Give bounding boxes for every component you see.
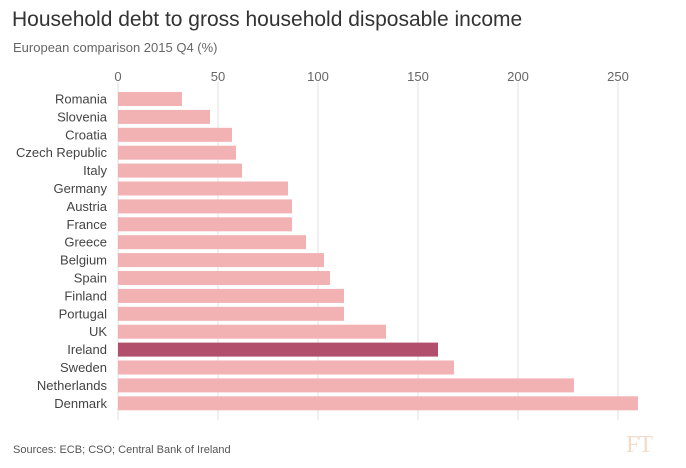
bar-spain [118,271,330,285]
category-label: Sweden [60,360,107,375]
bar-croatia [118,127,232,142]
bar-austria [118,199,292,214]
chart-subtitle: European comparison 2015 Q4 (%) [13,40,218,55]
category-label: Spain [74,271,107,286]
chart-title: Household debt to gross household dispos… [12,8,523,31]
bar-greece [118,235,306,250]
bar-finland [118,288,344,303]
x-tick-label: 250 [607,69,629,84]
category-label: Belgium [60,253,107,268]
category-label: Romania [55,92,108,107]
bar-italy [118,163,242,178]
x-tick-label: 0 [114,69,121,84]
x-tick-label: 200 [507,69,529,84]
bar-romania [118,92,182,106]
x-tick-label: 100 [307,69,329,84]
category-label: Portugal [59,306,108,321]
category-label: Finland [64,288,107,303]
bar-netherlands [118,378,574,393]
category-label: Slovenia [57,109,108,124]
x-tick-label: 150 [407,69,429,84]
ft-logo: FT [626,432,653,458]
bar-czech-republic [118,145,236,160]
bar-germany [118,181,288,196]
category-label: UK [89,324,107,339]
category-label: Czech Republic [16,145,108,160]
source-note: Sources: ECB; CSO; Central Bank of Irela… [13,444,231,456]
bar-france [118,217,292,232]
category-label: Ireland [67,342,107,357]
bar-portugal [118,306,344,321]
bar-slovenia [118,109,210,124]
category-label: Greece [64,235,107,250]
bar-belgium [118,253,324,268]
x-tick-label: 50 [211,69,225,84]
bar-sweden [118,360,454,375]
bar-uk [118,324,386,339]
bar-denmark [118,396,638,411]
category-label: Germany [54,181,108,196]
category-label: Croatia [65,127,108,142]
category-label: Austria [67,199,108,214]
bar-ireland [118,342,438,357]
category-label: Italy [83,163,107,178]
category-label: France [67,217,107,232]
category-label: Denmark [54,396,107,411]
category-label: Netherlands [37,378,108,393]
